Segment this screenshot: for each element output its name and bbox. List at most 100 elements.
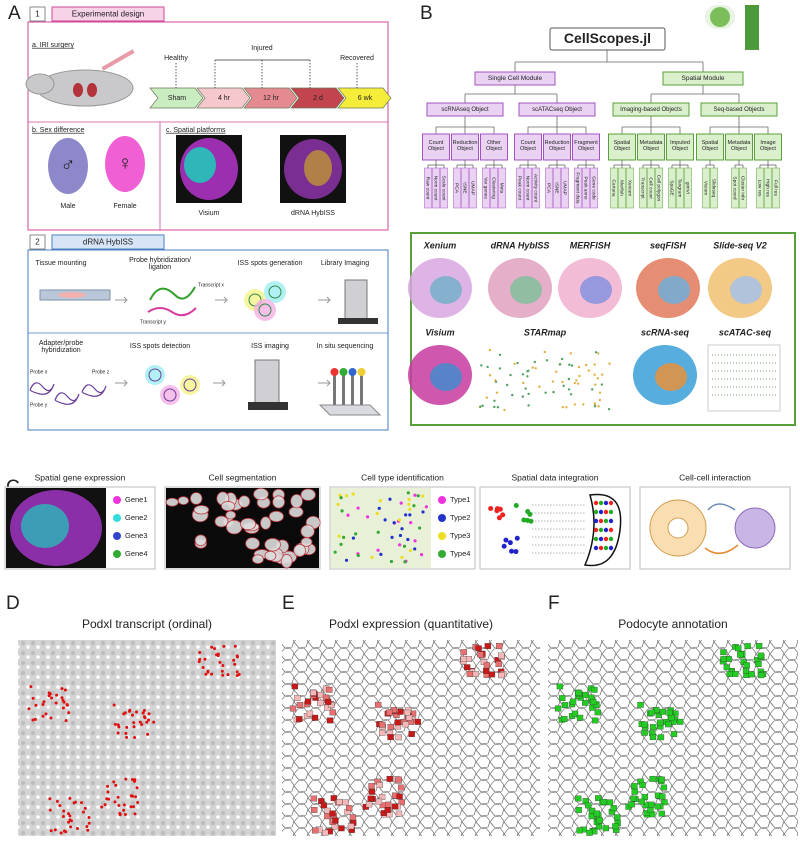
step-label: Probe hybridization/ ligation: [129, 256, 191, 271]
cell-fill: [397, 708, 404, 715]
transcript-dot: [87, 821, 91, 825]
section-border: [27, 21, 389, 231]
subpanel-title: c. Spatial platforms: [166, 127, 226, 134]
cell: [356, 553, 360, 558]
image-dot: [488, 374, 492, 377]
cell-fill: [477, 651, 484, 658]
cell-fill: [296, 716, 303, 722]
dot: [593, 509, 599, 515]
transcript-dot: [232, 658, 236, 662]
text-box: Other Object: [486, 140, 502, 152]
cell-fill: [484, 643, 492, 650]
cell-fill: [554, 705, 562, 712]
cell-fill: [720, 649, 727, 656]
cell: [293, 544, 307, 557]
interaction-arrow: [707, 503, 736, 511]
cell-fill: [488, 671, 496, 678]
cell: [408, 513, 412, 517]
image-dot: [607, 407, 611, 411]
legend-label: Type1: [450, 495, 470, 504]
image-dot: [527, 404, 530, 407]
phase: Injured: [251, 45, 273, 52]
timepoint: 4 hr: [218, 95, 231, 102]
timepoint: Sham: [168, 95, 186, 102]
image-dot: [562, 384, 565, 388]
image-dot: [498, 367, 502, 370]
legend-label: Type2: [450, 513, 470, 522]
module-node: Single Cell Module: [488, 75, 543, 82]
cell-fill: [463, 664, 471, 671]
cell: [365, 515, 370, 519]
cell-fill: [310, 795, 318, 802]
transcript-dot: [206, 670, 210, 674]
image-dot: [538, 385, 541, 388]
object-node: Seq-based Objects: [713, 107, 764, 113]
leaf-box: [461, 167, 469, 209]
arrow: [318, 296, 331, 304]
transcript-dot: [42, 700, 46, 704]
spot-glow: [180, 375, 200, 395]
dot: [598, 509, 604, 515]
section-title: Experimental design: [72, 10, 144, 19]
image-dot: [575, 379, 578, 382]
text-box: Fragment Object: [574, 140, 598, 152]
legend-label: Gene3: [125, 531, 148, 540]
image-dot: [545, 359, 549, 362]
leaf-node: Scale count: [441, 175, 447, 201]
cell: [421, 510, 425, 514]
cell: [375, 511, 379, 516]
transcript-dot: [141, 711, 145, 715]
phase: Healthy: [164, 55, 188, 62]
image-dot: [567, 388, 571, 391]
cell: [245, 537, 260, 550]
cell-fill: [368, 788, 376, 795]
text-box: Metadata Object: [728, 140, 751, 152]
transcript-dot: [62, 809, 66, 813]
transcript-dot: [146, 732, 150, 736]
transcript-dot: [41, 703, 45, 707]
leaf-box: [764, 167, 772, 209]
cell-fill: [398, 799, 405, 806]
step-label: ISS spots detection: [129, 343, 191, 351]
leaf-box: [590, 167, 598, 209]
image-dot: [597, 405, 600, 408]
leaf-box: [582, 167, 590, 209]
module-node: Spatial Module: [682, 75, 725, 82]
cell-fill: [330, 795, 338, 802]
base: [348, 368, 357, 376]
child-box: [480, 133, 508, 161]
transcript-dot: [152, 720, 156, 724]
cell-fill: [648, 801, 655, 808]
transcript-dot: [31, 718, 35, 722]
text-box: Library Imaging: [321, 260, 369, 267]
leaf-node: Norm count: [433, 176, 439, 201]
dot: [521, 517, 527, 523]
sex-label: Male: [60, 203, 75, 210]
image-dot: [593, 363, 596, 366]
cell-fill: [647, 807, 654, 813]
cell: [264, 537, 281, 552]
cell: [407, 497, 411, 502]
annotation: Probe z: [92, 369, 110, 375]
image-dot: [526, 370, 529, 373]
legend-swatch: [438, 550, 446, 558]
cell-fill: [414, 718, 421, 725]
cell-fill: [324, 698, 332, 705]
image-dot: [600, 373, 604, 376]
cell: [376, 530, 380, 534]
image-dot: [582, 403, 585, 406]
text-box: Tissue mounting: [35, 260, 87, 268]
object-node: Imaging-based Objects: [620, 107, 682, 113]
cell: [300, 537, 313, 547]
text-box: ISS spots detection: [129, 343, 191, 351]
leaf-box: [453, 167, 461, 209]
cell-fill: [386, 775, 393, 782]
step-label: Tissue mounting: [35, 260, 87, 268]
spot-glow: [145, 365, 165, 385]
leaf-node: Cartana: [611, 179, 617, 196]
step-title: Spatial gene expression: [35, 472, 126, 482]
cell-fill: [375, 798, 383, 805]
cell: [398, 543, 402, 547]
image-dot: [576, 382, 580, 385]
cell: [344, 558, 349, 562]
